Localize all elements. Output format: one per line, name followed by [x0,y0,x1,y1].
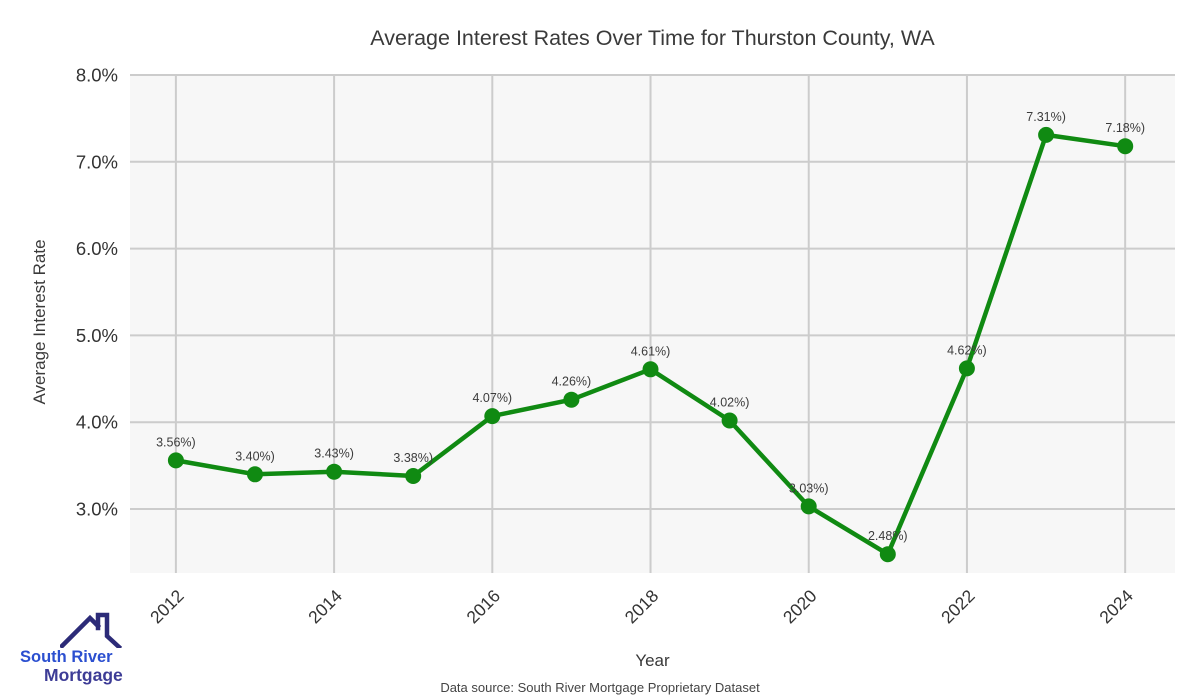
data-source-note: Data source: South River Mortgage Propri… [440,680,760,695]
chart-title: Average Interest Rates Over Time for Thu… [370,26,935,50]
data-point-label: 4.26%) [552,375,592,389]
data-point-marker [484,408,501,425]
x-tick-label: 2016 [462,586,504,628]
logo-text-line1: South River [20,648,113,666]
data-point-marker [247,466,263,483]
y-tick-label: 6.0% [76,238,118,259]
data-point-label: 3.40%) [235,449,275,463]
data-point-label: 4.02%) [710,396,750,410]
data-point-marker [1038,126,1055,143]
y-tick-label: 8.0% [76,65,118,86]
house-roof-icon [60,612,122,648]
data-point-label: 2.48%) [868,529,908,543]
logo-text-line2: Mortgage [44,665,123,686]
x-tick-label: 2024 [1095,586,1137,628]
x-tick-label: 2012 [146,586,188,628]
x-axis-title: Year [635,651,670,670]
data-point-label: 7.31%) [1026,110,1066,124]
y-tick-label: 3.0% [76,499,118,520]
data-point-marker [326,463,343,480]
data-point-marker [563,391,580,408]
data-point-label: 3.56%) [156,435,196,449]
data-point-label: 4.61%) [631,344,671,358]
data-point-marker [642,361,659,378]
data-point-label: 3.03%) [789,481,829,495]
data-point-marker [1117,138,1134,155]
y-tick-label: 7.0% [76,151,118,172]
x-tick-label: 2018 [621,586,663,628]
data-point-marker [800,498,817,515]
x-tick-label: 2020 [779,586,821,628]
data-point-marker [958,360,975,377]
y-tick-label: 4.0% [76,412,118,433]
data-point-label: 7.18%) [1105,121,1145,135]
data-point-label: 3.38%) [393,451,433,465]
y-axis-title: Average Interest Rate [30,239,49,405]
x-tick-label: 2014 [304,586,346,628]
plot-background [130,75,1175,573]
data-point-marker [879,546,896,563]
data-point-label: 4.62%) [947,343,987,357]
data-point-label: 4.07%) [472,391,512,405]
south-river-mortgage-logo: South River Mortgage [20,612,130,685]
data-point-marker [721,412,738,429]
data-point-marker [405,468,422,484]
data-point-marker [167,452,184,469]
y-tick-label: 5.0% [76,325,118,346]
data-point-label: 3.43%) [314,447,354,461]
x-tick-label: 2022 [937,586,979,628]
